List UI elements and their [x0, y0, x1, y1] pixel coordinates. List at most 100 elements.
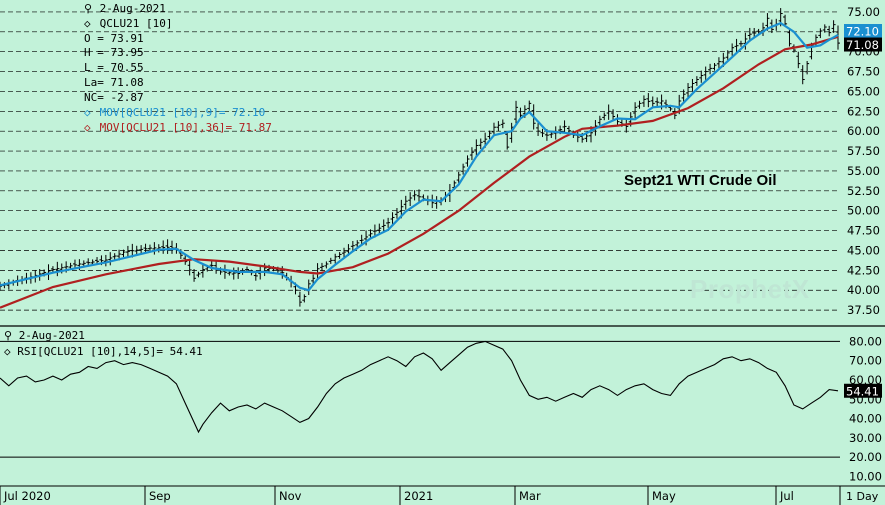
ohlc-bar	[505, 131, 510, 150]
ohlc-bar	[302, 294, 307, 303]
ohlc-bar	[800, 65, 805, 85]
ohlc-bar	[55, 261, 60, 277]
price-grid	[0, 11, 840, 311]
ohlc-bar	[694, 76, 699, 86]
ohlc-bar	[474, 139, 479, 157]
ohlc-bar	[730, 43, 735, 56]
last-price-tag: 71.08	[844, 37, 882, 52]
ohlc-bar	[716, 57, 721, 69]
ohlc-bar	[783, 14, 788, 27]
ohlc-bar	[417, 189, 421, 204]
ohlc-bar	[196, 271, 201, 278]
svg-text:71.08: 71.08	[846, 38, 879, 52]
svg-text:54.41: 54.41	[846, 384, 879, 398]
ohlc-bar	[139, 245, 144, 255]
ohlc-bar	[200, 264, 205, 278]
ohlc-bar	[152, 242, 157, 255]
ohlc-bar	[465, 155, 470, 167]
ohlc-bar	[597, 115, 602, 127]
ohlc-bar	[333, 253, 338, 264]
ohlc-bar	[712, 63, 717, 71]
price-tick-label: 65.00	[847, 84, 880, 98]
ohlc-bar	[390, 212, 395, 225]
ohlc-bar	[703, 66, 708, 80]
price-tick-label: 50.00	[847, 204, 880, 218]
ohlc-bar	[103, 254, 108, 267]
ma-fast-line	[0, 21, 839, 292]
ohlc-bar	[187, 259, 192, 276]
svg-text:72.10: 72.10	[846, 25, 879, 39]
ohlc-bar	[637, 100, 642, 109]
ohlc-bar	[602, 112, 607, 121]
ohlc-bar	[328, 257, 333, 264]
rsi-grid	[0, 340, 840, 458]
ohlc-bar	[134, 245, 139, 256]
ohlc-bar	[381, 219, 386, 233]
timeframe-label[interactable]: 1 Day	[846, 490, 879, 503]
time-axis: Jul 2020 Sep Nov 2021 Mar May Jul	[0, 486, 841, 505]
price-tick-label: 62.50	[847, 104, 880, 118]
ohlc-bar	[566, 125, 571, 134]
ohlc-bar	[681, 89, 686, 103]
ohlc-bar	[350, 240, 355, 252]
magnifier-icon[interactable]: ⚲	[4, 329, 13, 342]
ma-fast-value-tag: 72.10	[844, 24, 882, 39]
ohlc-bar	[514, 100, 519, 126]
rsi-date: 2-Aug-2021	[18, 329, 85, 342]
price-tick-label: 67.50	[847, 65, 880, 79]
ohlc-bar	[633, 102, 638, 119]
time-axis-label: Mar	[519, 489, 541, 503]
price-tick-label: 55.00	[847, 164, 880, 178]
ohlc-bar	[143, 243, 148, 254]
ohlc-bar	[478, 138, 483, 150]
ohlc-bar	[394, 207, 399, 219]
ohlc-bar	[222, 264, 227, 279]
ohlc-bar	[831, 20, 836, 33]
ohlc-bar	[324, 261, 329, 269]
ohlc-bar	[708, 63, 713, 75]
ohlc-bar	[641, 95, 646, 107]
ohlc-bar	[469, 147, 474, 161]
ohlc-bar	[611, 109, 616, 121]
rsi-tick-label: 20.00	[849, 450, 882, 464]
ohlc-bar	[796, 51, 801, 69]
price-tick-label: 60.00	[847, 124, 880, 138]
price-tick-label: 37.50	[847, 303, 880, 317]
ohlc-bar	[108, 252, 113, 266]
rsi-tick-label: 80.00	[849, 334, 882, 348]
ohlc-bar	[686, 83, 691, 98]
ohlc-bar	[112, 253, 117, 260]
ohlc-bar	[734, 38, 739, 54]
ohlc-bar	[297, 291, 302, 307]
time-axis-label: Sep	[149, 489, 171, 503]
ohlc-bar	[756, 28, 761, 35]
ohlc-bar	[699, 70, 704, 83]
time-axis-label: Nov	[279, 489, 302, 503]
rsi-tick-label: 30.00	[849, 431, 882, 445]
ohlc-bar	[231, 267, 236, 280]
ohlc-bar	[562, 120, 567, 133]
ohlc-bar	[827, 25, 832, 37]
rsi-line	[0, 340, 839, 434]
ohlc-bar	[403, 195, 408, 210]
ohlc-bar	[646, 93, 651, 108]
ohlc-bar	[456, 171, 461, 184]
rsi-line-group	[0, 340, 839, 434]
price-tick-label: 45.00	[847, 243, 880, 257]
ohlc-bar	[805, 60, 810, 75]
rsi-tick-label: 10.00	[849, 469, 882, 483]
price-tick-label: 40.00	[847, 283, 880, 297]
ohlc-bar	[355, 240, 360, 248]
ohlc-bar	[165, 239, 170, 254]
price-axis: 37.50 40.00 42.50 45.00 47.50 50.00 52.50 55.00…	[847, 5, 880, 317]
time-axis-label: 2021	[404, 489, 433, 503]
ohlc-bar	[743, 32, 748, 50]
time-axis-label: May	[652, 489, 676, 503]
time-axis-label: Jul 2020	[3, 489, 51, 503]
rsi-tick-label: 40.00	[849, 412, 882, 426]
diamond-icon: ◇	[4, 345, 11, 358]
ohlc-bar	[527, 100, 532, 112]
